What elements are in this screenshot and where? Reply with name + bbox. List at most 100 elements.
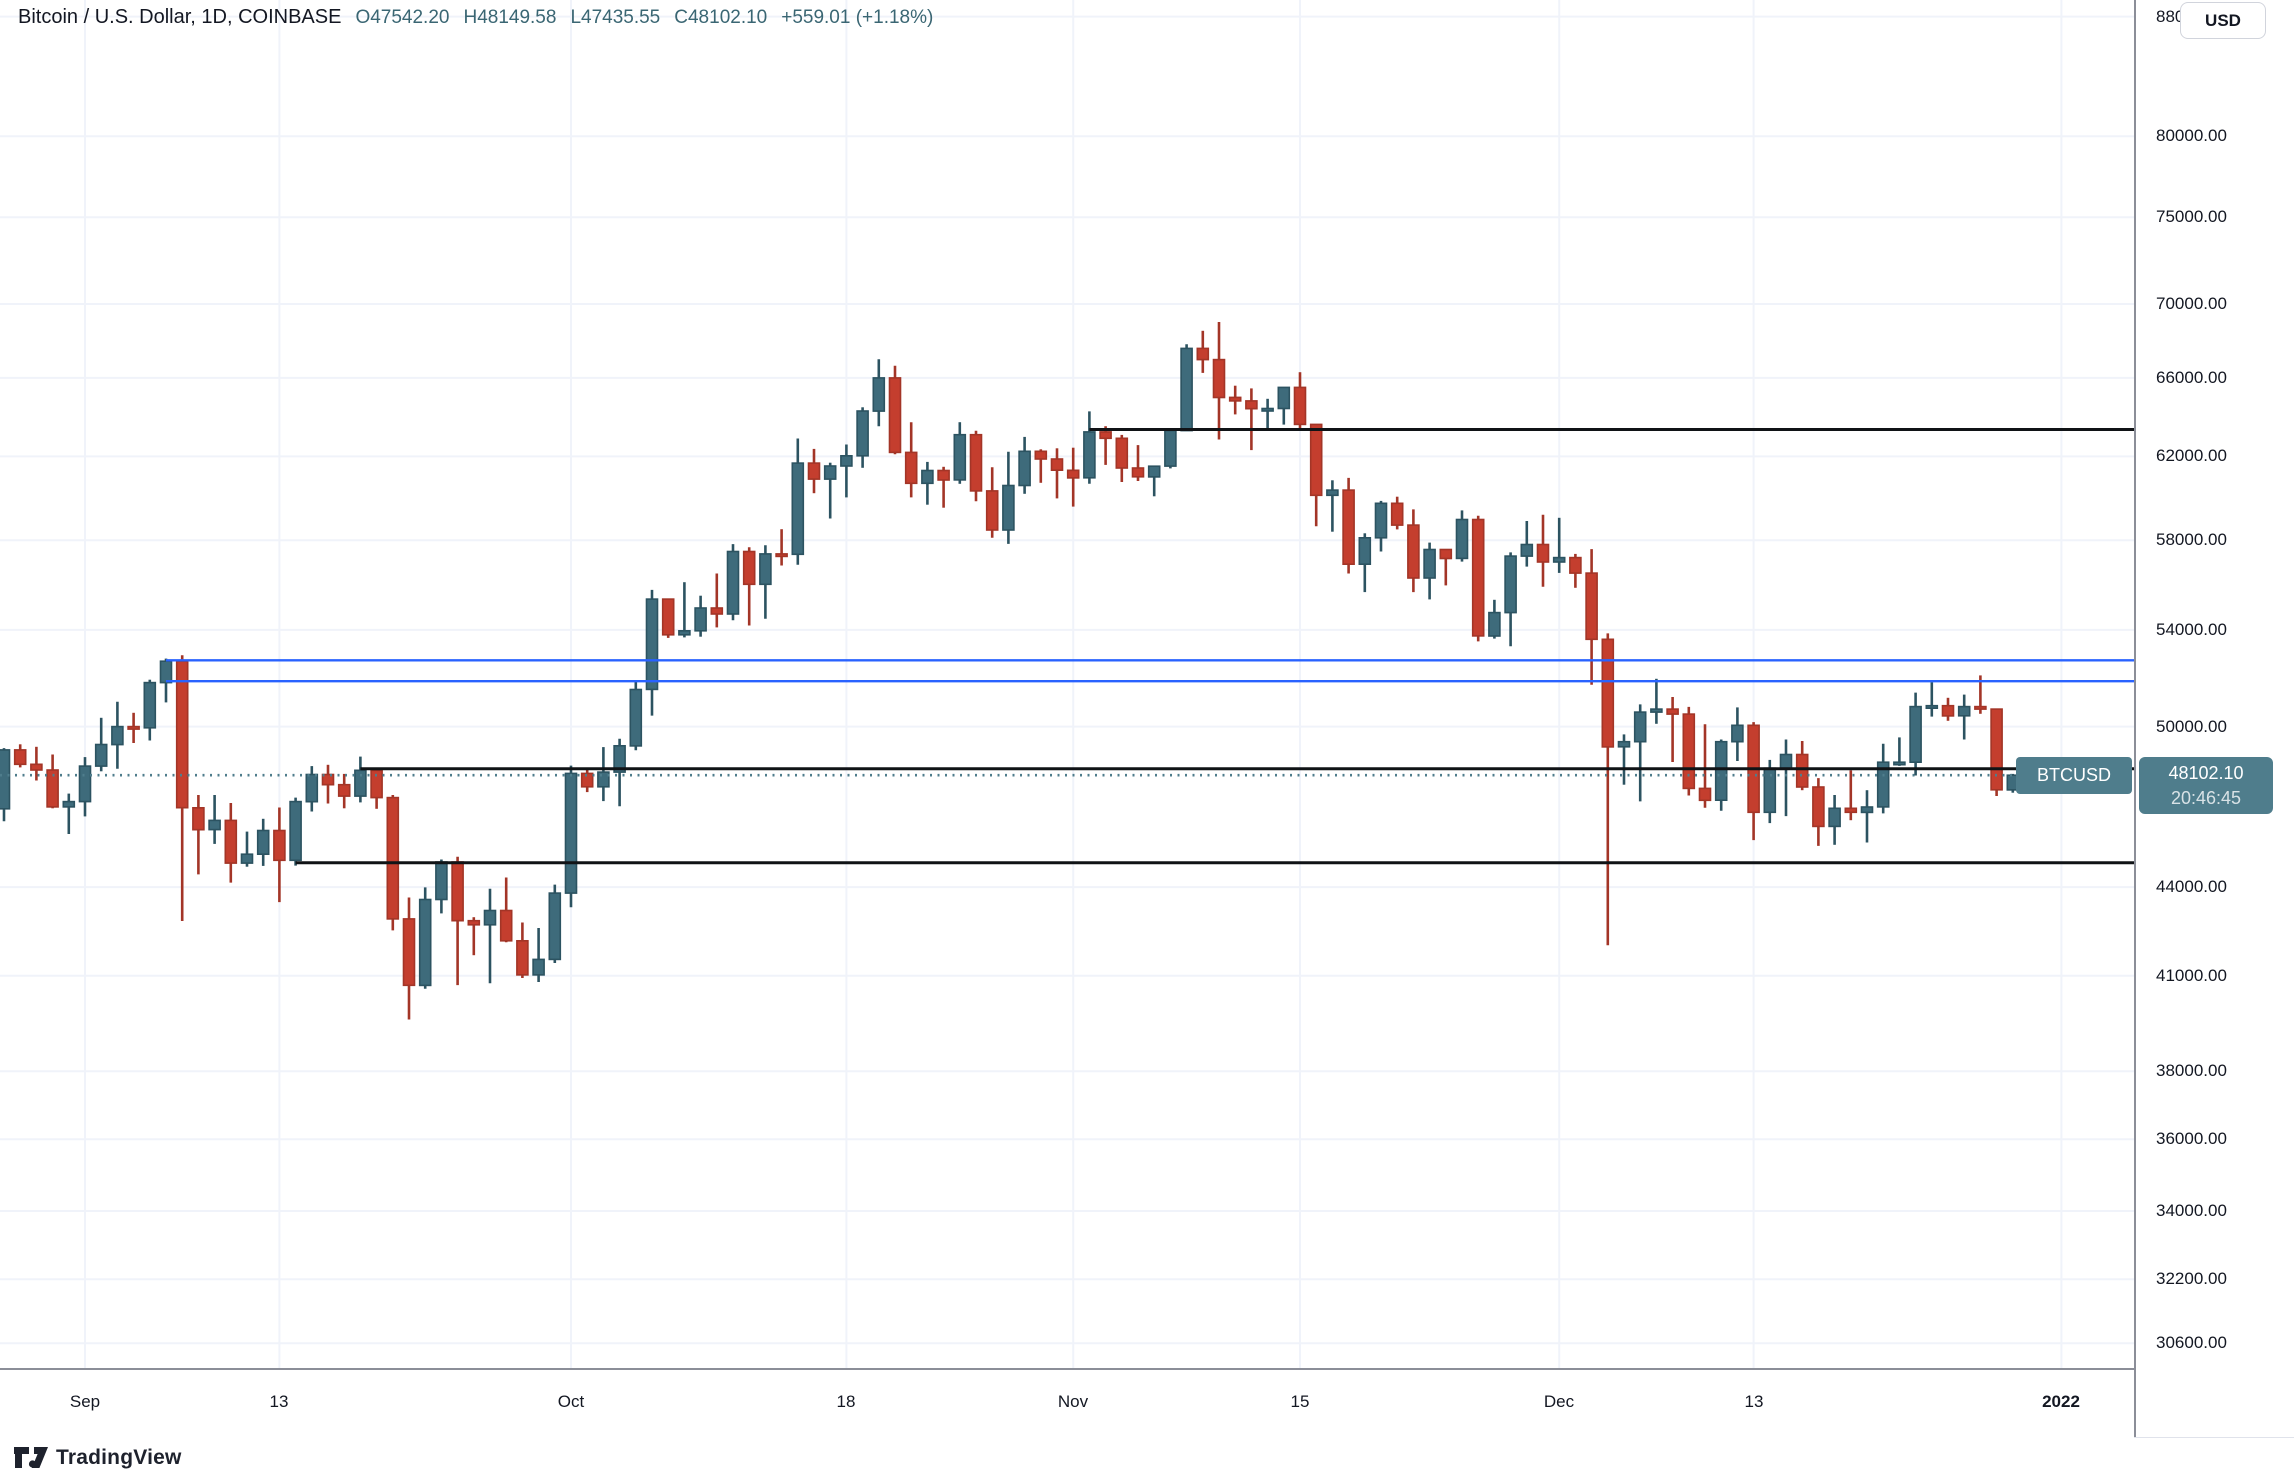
candle <box>742 547 756 626</box>
candle <box>937 466 950 508</box>
time-tick-label: Oct <box>557 1392 585 1411</box>
symbol-title[interactable]: Bitcoin / U.S. Dollar, 1D, COINBASE <box>18 6 342 28</box>
candle <box>1471 515 1485 642</box>
price-change: +559.01 (+1.18%) <box>781 7 934 28</box>
candle <box>273 807 286 903</box>
candle <box>1569 553 1582 588</box>
candle <box>46 754 59 809</box>
candle <box>1860 790 1874 843</box>
candle <box>921 461 934 505</box>
candle <box>1050 448 1064 499</box>
tradingview-logo-icon <box>14 1447 48 1468</box>
candle <box>1504 552 1517 647</box>
candle <box>1941 697 1955 721</box>
price-tick-label: 44000.00 <box>2156 877 2227 896</box>
candle <box>354 756 367 803</box>
candle <box>1844 770 1858 821</box>
candle <box>1358 533 1372 593</box>
time-scale[interactable]: Sep 13 Oct 18 Nov 15 Dec 13 2022 <box>0 1368 2134 1439</box>
candle <box>1423 542 1436 600</box>
price-tick-label: 66000.00 <box>2156 368 2227 387</box>
time-tick-label: 18 <box>836 1392 856 1411</box>
candle <box>1342 477 1355 574</box>
candle <box>94 717 108 772</box>
tradingview-logo[interactable]: TradingView <box>14 1446 182 1470</box>
candle <box>1812 778 1825 846</box>
price-tick-label: 62000.00 <box>2156 446 2227 465</box>
time-tick-label: 2022 <box>2042 1392 2080 1411</box>
candle <box>192 795 205 875</box>
candle <box>127 712 140 743</box>
candle <box>888 365 902 455</box>
price-scale[interactable]: USD 48102.10 20:46:45 88000.0080000.0075… <box>2134 0 2294 1437</box>
candle <box>823 462 837 519</box>
price-tick-label: 38000.00 <box>2156 1061 2227 1080</box>
candle <box>1601 633 1615 946</box>
candle <box>256 818 270 866</box>
candle <box>1747 722 1760 841</box>
candle <box>1828 795 1841 845</box>
candle <box>678 582 691 638</box>
candle <box>791 438 805 565</box>
candle <box>1164 429 1177 469</box>
candle <box>613 738 626 807</box>
candle <box>710 573 724 628</box>
candle <box>726 544 740 621</box>
candle <box>499 877 513 943</box>
candle <box>1326 480 1339 532</box>
chart-legend: Bitcoin / U.S. Dollar, 1D, COINBASE O475… <box>18 6 933 29</box>
candle <box>1066 447 1080 507</box>
ohlc-low: L47435.55 <box>570 7 661 28</box>
candle <box>1633 704 1647 802</box>
candle <box>1390 496 1404 530</box>
time-tick-label: 13 <box>269 1392 289 1411</box>
candle <box>548 884 562 963</box>
candle <box>62 793 76 834</box>
candle <box>1698 724 1712 808</box>
price-tick-label: 58000.00 <box>2156 530 2227 549</box>
candle <box>1990 708 2003 796</box>
candle <box>1779 739 1793 817</box>
candle <box>321 764 335 804</box>
candle-countdown: 20:46:45 <box>2170 788 2242 808</box>
currency-toggle-button[interactable]: USD <box>2180 2 2266 39</box>
candle <box>1731 707 1744 761</box>
candle <box>1083 411 1096 484</box>
candle <box>1439 548 1453 586</box>
candle <box>305 766 319 812</box>
price-tick-label: 70000.00 <box>2156 294 2227 313</box>
ohlc-close: C48102.10 <box>674 7 768 28</box>
price-tick-label: 50000.00 <box>2156 717 2227 736</box>
candle <box>1650 678 1663 724</box>
candle <box>1714 739 1728 811</box>
candle <box>872 359 886 427</box>
candle <box>402 897 416 1020</box>
price-tick-label: 75000.00 <box>2156 207 2227 226</box>
candle <box>1309 423 1323 527</box>
candle <box>759 545 772 619</box>
candle <box>1795 741 1809 791</box>
symbol-label-text: BTCUSD <box>2036 765 2111 785</box>
candle <box>1147 465 1161 497</box>
price-tick-label: 80000.00 <box>2156 126 2227 145</box>
candle <box>1228 385 1242 415</box>
candle <box>1488 599 1501 639</box>
candle <box>1893 737 1906 766</box>
candle <box>840 444 853 498</box>
candle <box>1293 372 1307 429</box>
candle <box>1585 549 1598 685</box>
plot-area[interactable] <box>0 0 2134 1368</box>
candle <box>1099 426 1112 465</box>
candle <box>451 856 464 986</box>
candle <box>856 407 869 468</box>
candle <box>1682 706 1696 796</box>
time-tick-label: Dec <box>1543 1392 1575 1411</box>
candle <box>597 747 610 802</box>
candle <box>13 744 27 768</box>
candle <box>1957 694 1971 740</box>
candle <box>645 589 659 716</box>
candle <box>1180 344 1193 432</box>
candle <box>1909 692 1922 776</box>
candle <box>78 757 92 817</box>
